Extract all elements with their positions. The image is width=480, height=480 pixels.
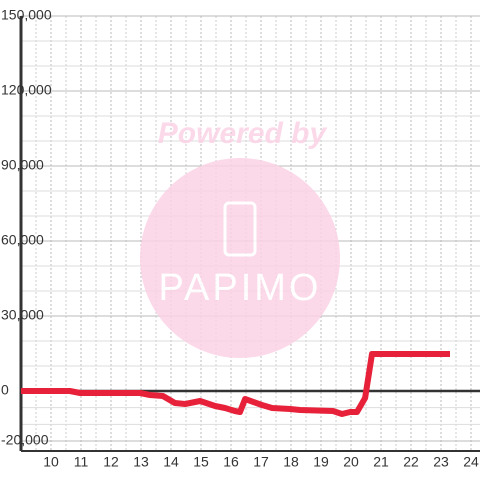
watermark-title: Powered by: [158, 117, 328, 150]
y-tick-label: 30,000: [1, 307, 44, 323]
y-tick-label: 60,000: [1, 232, 44, 248]
x-tick-label: 14: [163, 454, 179, 470]
y-tick-label: 90,000: [1, 157, 44, 173]
x-tick-label: 18: [283, 454, 299, 470]
x-tick-label: 21: [373, 454, 389, 470]
x-tick-label: 10: [43, 454, 59, 470]
x-tick-label: 24: [463, 454, 479, 470]
x-tick-label: 23: [433, 454, 449, 470]
y-tick-label: -20,000: [1, 432, 49, 448]
x-tick-label: 13: [133, 454, 149, 470]
watermark-phone: [223, 201, 257, 257]
y-tick-label: 120,000: [1, 82, 52, 98]
x-tick-label: 17: [253, 454, 269, 470]
y-tick-label: 150,000: [1, 7, 52, 23]
data-line: [21, 351, 450, 417]
x-tick-label: 11: [74, 454, 89, 470]
x-tick-label: 20: [343, 454, 359, 470]
x-tick-label: 15: [193, 454, 209, 470]
x-tick-label: 22: [403, 454, 419, 470]
watermark-brand: PAPIMO: [159, 267, 322, 309]
x-tick-label: 19: [313, 454, 329, 470]
watermark: Powered by PAPIMO: [140, 117, 340, 358]
watermark-circle: [140, 158, 340, 358]
y-tick-label: 0: [1, 382, 9, 398]
x-tick-label: 16: [223, 454, 239, 470]
x-tick-label: 12: [103, 454, 119, 470]
